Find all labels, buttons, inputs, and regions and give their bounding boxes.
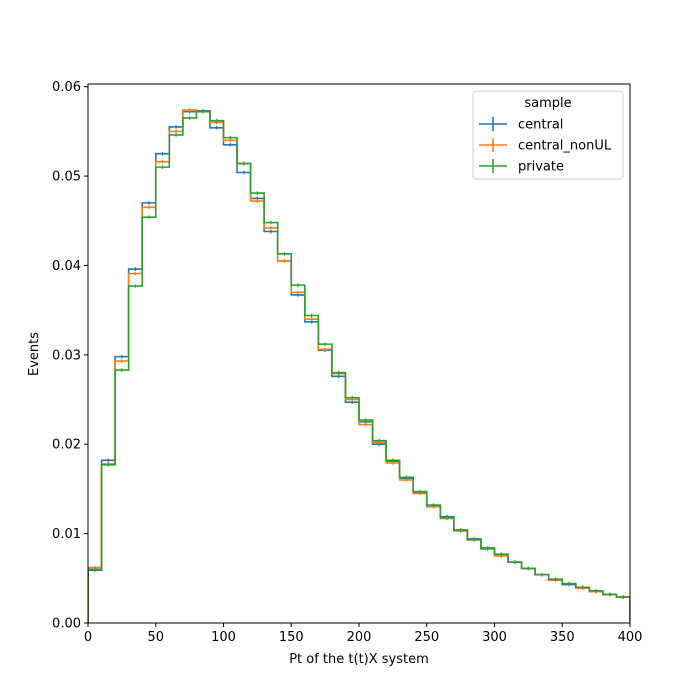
- legend-label: central_nonUL: [518, 139, 612, 154]
- y-tick-label: 0.05: [52, 170, 81, 185]
- x-tick-label: 300: [482, 630, 507, 645]
- x-tick-label: 0: [84, 630, 92, 645]
- legend-entry-private: private: [479, 159, 564, 175]
- x-tick-label: 100: [211, 630, 236, 645]
- x-axis-label: Pt of the t(t)X system: [289, 652, 429, 667]
- step-line-central_nonUL: [88, 109, 630, 623]
- step-line-central: [88, 110, 630, 623]
- legend-box: [472, 90, 624, 180]
- y-tick-label: 0.04: [52, 259, 81, 274]
- legend-label: central: [518, 118, 563, 133]
- y-axis-label: Events: [27, 332, 42, 376]
- y-tick-label: 0.02: [52, 438, 81, 453]
- x-axis: 0 50 100 150 200 250 300 350 400: [84, 623, 643, 645]
- legend-entry-central: central: [479, 117, 563, 133]
- legend-label: private: [518, 160, 564, 175]
- y-tick-label: 0.06: [52, 80, 81, 95]
- x-tick-label: 350: [550, 630, 575, 645]
- x-tick-label: 250: [414, 630, 439, 645]
- x-tick-label: 400: [618, 630, 643, 645]
- y-axis: 0.00 0.01 0.02 0.03 0.04 0.05 0.06: [52, 80, 88, 632]
- x-tick-label: 200: [347, 630, 372, 645]
- x-tick-label: 50: [147, 630, 164, 645]
- legend-entry-central_nonUL: central_nonUL: [479, 138, 612, 154]
- y-tick-label: 0.03: [52, 348, 81, 363]
- step-line-private: [88, 110, 630, 623]
- y-tick-label: 0.01: [52, 527, 81, 542]
- y-tick-label: 0.00: [52, 617, 81, 632]
- series-layer: [88, 108, 630, 623]
- series-central_nonUL: [88, 108, 630, 623]
- x-tick-label: 150: [279, 630, 304, 645]
- series-central: [88, 109, 630, 623]
- series-private: [88, 109, 630, 623]
- legend-title: sample: [524, 96, 571, 111]
